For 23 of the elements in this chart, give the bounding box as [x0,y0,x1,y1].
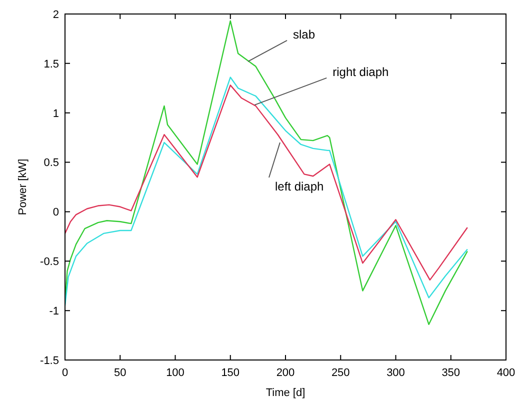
x-axis-title: Time [d] [266,387,306,399]
x-tick-label: 150 [221,366,240,379]
y-axis-title: Power [kW] [16,158,29,216]
y-tick-label: 1 [52,108,59,120]
y-tick-label: -0.5 [40,256,59,268]
x-tick-label: 50 [114,366,126,379]
x-tick-label: 300 [386,366,405,379]
x-tick-label: 400 [496,366,516,379]
y-tick-label: 0 [52,206,59,219]
annotation: right diaph [332,64,389,79]
x-tick-label: 250 [331,366,350,379]
x-tick-label: 0 [62,366,68,379]
y-tick-label: -1.5 [40,354,59,367]
y-tick-label: 2 [52,8,59,21]
annotation: slab [293,27,316,42]
annotation: left diaph [274,180,324,194]
line-series [65,20,468,326]
y-tick-label: 0.5 [44,157,59,170]
x-tick-label: 200 [276,366,295,379]
x-tick-label: 100 [166,366,184,379]
y-tick-label: -1 [49,305,59,318]
y-tick-label: 1.5 [44,58,59,70]
x-tick-label: 350 [442,366,460,379]
